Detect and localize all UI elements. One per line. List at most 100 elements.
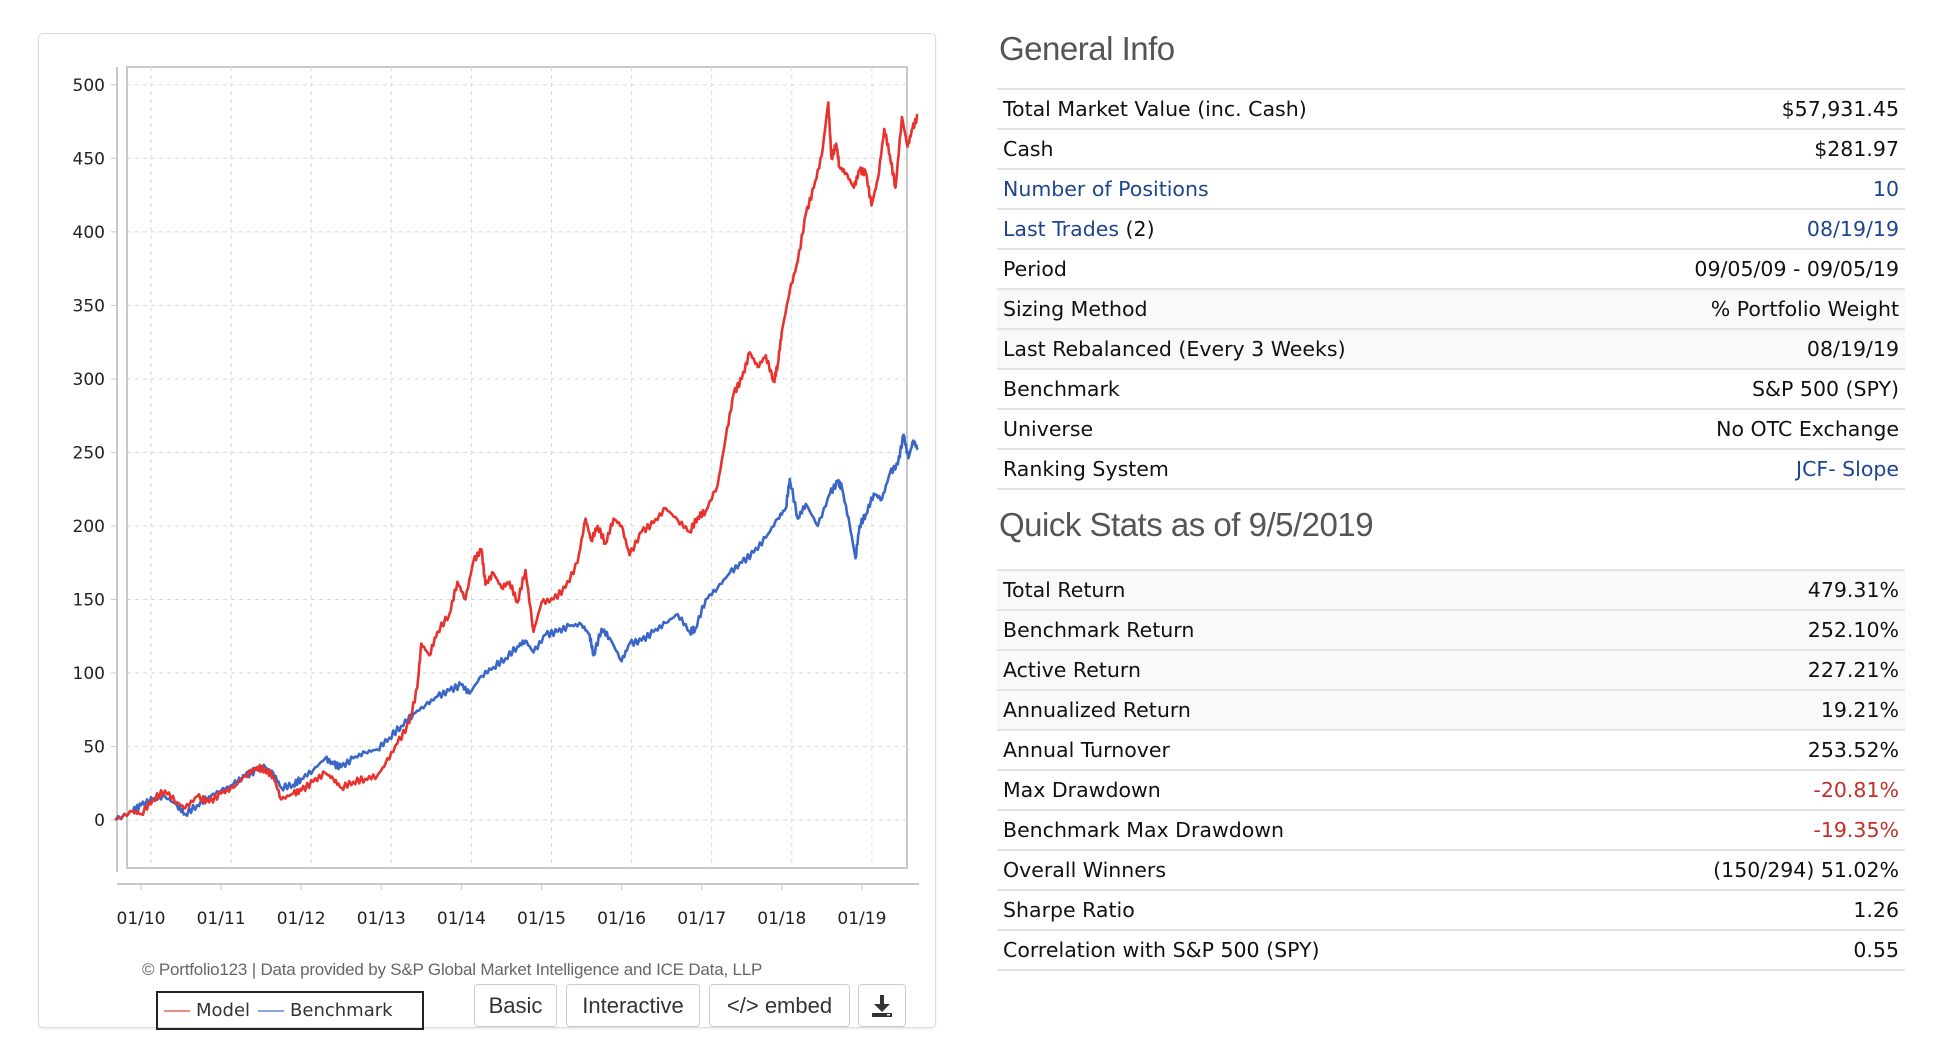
series-line-benchmark [114, 433, 919, 821]
row-label: Max Drawdown [1003, 778, 1161, 802]
row-value-cell: (150/294) 51.02% [1564, 850, 1905, 890]
plot-area [126, 66, 908, 869]
y-tick-label: 300 [73, 370, 105, 390]
table-row: Active Return 227.21% [997, 650, 1905, 690]
row-value: -20.81% [1813, 778, 1899, 802]
row-label-cell: Benchmark [997, 369, 1561, 409]
row-label-cell: Annual Turnover [997, 730, 1564, 770]
basic-button[interactable]: Basic [474, 984, 557, 1027]
row-value-cell: 227.21% [1564, 650, 1905, 690]
row-value-cell: JCF- Slope [1561, 449, 1905, 489]
row-value-cell: 08/19/19 [1561, 209, 1905, 249]
y-tick-label: 400 [73, 223, 105, 243]
row-value: % Portfolio Weight [1710, 297, 1899, 321]
interactive-button[interactable]: Interactive [566, 984, 700, 1027]
x-tick-label: 01/18 [757, 909, 806, 929]
row-value[interactable]: JCF- Slope [1796, 457, 1899, 481]
x-tick-label: 01/10 [117, 909, 166, 929]
table-row: Annual Turnover 253.52% [997, 730, 1905, 770]
chart-panel: 0 50 100 150 200 250 300 350 400 450 500 01/10 01/11… [38, 33, 936, 1030]
row-label-cell: Benchmark Max Drawdown [997, 810, 1564, 850]
row-value-cell: 0.55 [1564, 930, 1905, 970]
row-label: Annualized Return [1003, 698, 1191, 722]
general-info-table: Total Market Value (inc. Cash) $57,931.45… [997, 88, 1905, 490]
row-label: Cash [1003, 137, 1054, 161]
row-label-cell: Total Market Value (inc. Cash) [997, 89, 1561, 129]
row-value: (150/294) 51.02% [1713, 858, 1899, 882]
x-tick-label: 01/11 [197, 909, 246, 929]
row-label: Benchmark Return [1003, 618, 1195, 642]
row-value-cell: 253.52% [1564, 730, 1905, 770]
table-row: Number of Positions 10 [997, 169, 1905, 209]
row-label-cell: Number of Positions [997, 169, 1561, 209]
table-row: Max Drawdown -20.81% [997, 770, 1905, 810]
row-label: Total Return [1003, 578, 1126, 602]
row-value-cell: % Portfolio Weight [1561, 289, 1905, 329]
row-value-cell: $57,931.45 [1561, 89, 1905, 129]
row-label-cell: Last Trades (2) [997, 209, 1561, 249]
row-value: 08/19/19 [1806, 337, 1899, 361]
legend-label-benchmark: Benchmark [290, 1000, 393, 1021]
table-row: Last Rebalanced (Every 3 Weeks) 08/19/19 [997, 329, 1905, 369]
y-tick-label: 150 [73, 590, 105, 610]
row-label: Last Rebalanced (Every 3 Weeks) [1003, 337, 1346, 361]
table-row: Sharpe Ratio 1.26 [997, 890, 1905, 930]
row-label[interactable]: Number of Positions [1003, 177, 1209, 201]
row-value-cell: 1.26 [1564, 890, 1905, 930]
row-value-cell: -20.81% [1564, 770, 1905, 810]
table-row: Sizing Method % Portfolio Weight [997, 289, 1905, 329]
row-label-cell: Universe [997, 409, 1561, 449]
row-value: 0.55 [1853, 938, 1899, 962]
y-tick-label: 200 [73, 517, 105, 537]
general-info-title: General Info [999, 30, 1175, 67]
row-value: -19.35% [1813, 818, 1899, 842]
row-value: 227.21% [1807, 658, 1899, 682]
download-button[interactable] [858, 984, 906, 1027]
x-tick-label: 01/15 [517, 909, 566, 929]
row-label[interactable]: Last Trades [1003, 217, 1120, 241]
table-row: Benchmark Max Drawdown -19.35% [997, 810, 1905, 850]
row-value: S&P 500 (SPY) [1752, 377, 1899, 401]
row-value-cell: 479.31% [1564, 570, 1905, 610]
table-row: Cash $281.97 [997, 129, 1905, 169]
row-label-cell: Period [997, 249, 1561, 289]
y-tick-label: 50 [83, 737, 105, 757]
row-label-cell: Benchmark Return [997, 610, 1564, 650]
row-label: Correlation with S&P 500 (SPY) [1003, 938, 1320, 962]
table-row: Total Return 479.31% [997, 570, 1905, 610]
row-value-cell: 252.10% [1564, 610, 1905, 650]
legend-item-benchmark[interactable]: Benchmark [258, 1000, 393, 1021]
quick-stats-title: Quick Stats as of 9/5/2019 [999, 506, 1374, 543]
table-row: Annualized Return 19.21% [997, 690, 1905, 730]
row-label-count: (2) [1119, 217, 1155, 241]
row-value: 19.21% [1820, 698, 1899, 722]
row-label: Annual Turnover [1003, 738, 1170, 762]
row-value-cell: -19.35% [1564, 810, 1905, 850]
row-value[interactable]: 08/19/19 [1806, 217, 1899, 241]
legend-swatch-benchmark [258, 1009, 285, 1012]
download-icon [872, 994, 892, 1017]
y-tick-label: 350 [73, 296, 105, 316]
row-label-cell: Sharpe Ratio [997, 890, 1564, 930]
legend-item-model[interactable]: Model [164, 1000, 250, 1021]
x-tick-label: 01/14 [437, 909, 486, 929]
legend-swatch-model [164, 1009, 190, 1012]
y-tick-label: 0 [94, 811, 105, 831]
legend-label-model: Model [196, 1000, 251, 1021]
row-value: No OTC Exchange [1716, 417, 1899, 441]
row-value-cell: 10 [1561, 169, 1905, 209]
row-value[interactable]: 10 [1872, 177, 1899, 201]
row-value: $57,931.45 [1781, 97, 1899, 121]
embed-button[interactable]: </> embed [709, 984, 850, 1027]
row-label-cell: Overall Winners [997, 850, 1564, 890]
row-value-cell: S&P 500 (SPY) [1561, 369, 1905, 409]
row-label-cell: Max Drawdown [997, 770, 1564, 810]
row-label-cell: Cash [997, 129, 1561, 169]
row-value: 09/05/09 - 09/05/19 [1694, 257, 1899, 281]
table-row: Ranking System JCF- Slope [997, 449, 1905, 489]
x-tick-label: 01/12 [277, 909, 326, 929]
row-value-cell: 08/19/19 [1561, 329, 1905, 369]
row-value: 1.26 [1853, 898, 1899, 922]
row-label: Total Market Value (inc. Cash) [1003, 97, 1307, 121]
y-tick-label: 100 [73, 664, 105, 684]
